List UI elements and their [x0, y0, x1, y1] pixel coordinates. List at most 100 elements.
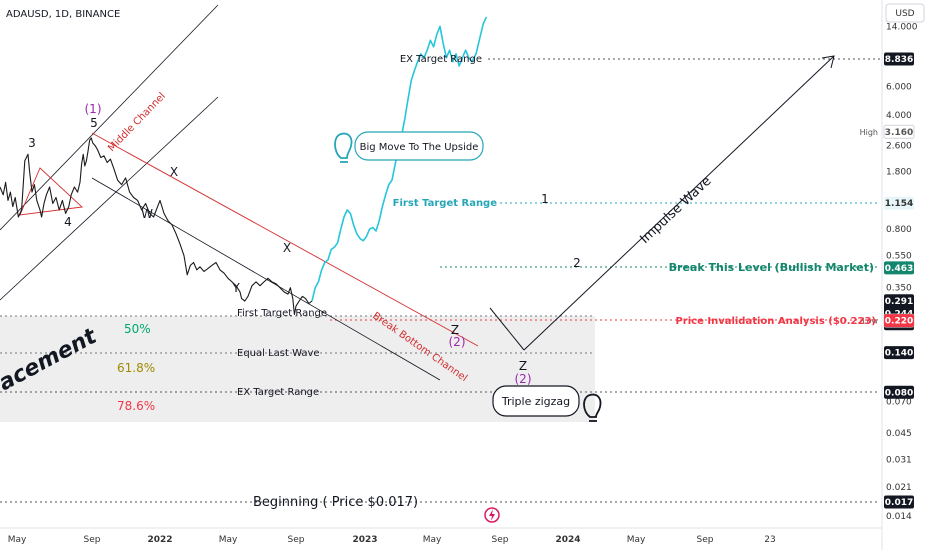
channel-line-middle [91, 132, 479, 347]
price-tag-prefix: High [860, 128, 878, 137]
label-ex-target-top: EX Target Range [400, 54, 482, 65]
x-tick-10: Sep [697, 535, 714, 545]
lightbulb-icon-dark [583, 393, 602, 422]
wave-label-0: 3 [28, 136, 36, 150]
price-axis: USD 14.000 6.000 4.000 2.600 1.800 0.800 0.550… [860, 0, 925, 550]
big-move-label: Big Move To The Upside [360, 142, 479, 153]
time-axis: May Sep 2022 May Sep 2023 May Sep 2024 May Sep 23 [0, 527, 882, 545]
price-tag-label: 8.836 [885, 55, 913, 65]
label-first-target-top: First Target Range [393, 198, 498, 209]
wave-label-11: (2) [515, 372, 532, 386]
x-tick-3: May [219, 535, 238, 545]
label-beginning: Beginning ( Price $0.017) [253, 495, 418, 510]
y-tick-12: 0.021 [886, 483, 912, 493]
price-tag-bg [884, 495, 914, 509]
price-tag-bg [884, 346, 914, 360]
label-ex-target-bottom: EX Target Range [237, 387, 319, 398]
label-invalidation: Price Invalidation Analysis ($0.223) [675, 316, 876, 327]
zigzag-leg [489, 307, 525, 351]
fib-label-618: 61.8% [117, 361, 155, 375]
impulse-arrow [489, 55, 835, 351]
wave-label-1: 4 [64, 215, 72, 229]
price-tag-label: 0.017 [885, 498, 913, 508]
price-tag-label: 0.291 [885, 297, 913, 307]
y-tick-10: 0.045 [886, 429, 912, 439]
x-tick-6: May [423, 535, 442, 545]
x-ticks: May Sep 2022 May Sep 2023 May Sep 2024 May Sep 23 [8, 535, 776, 545]
price-tags: 8.8363.160High1.1540.4630.291-76.33%08:3… [860, 52, 917, 509]
y-tick-2: 4.000 [886, 111, 912, 121]
wave-label-13: 2 [573, 256, 581, 270]
wave-label-4: W [141, 207, 153, 221]
fib-label-50: 50% [124, 322, 151, 336]
y-tick-4: 1.800 [886, 168, 912, 178]
y-tick-1: 6.000 [886, 82, 912, 92]
wave-label-6: Y [231, 281, 240, 295]
y-tick-3: 2.600 [886, 142, 912, 152]
price-tag-label: 0.463 [885, 264, 913, 274]
wave-label-8: Z [451, 323, 459, 337]
middle-channel-label: Middle Channel [106, 91, 168, 154]
x-tick-7: Sep [492, 535, 509, 545]
channel-line-upper [0, 4, 219, 231]
x-tick-8: 2024 [555, 535, 580, 545]
triple-zigzag-label: Triple zigzag [501, 395, 570, 408]
series-line-0 [0, 137, 313, 316]
price-tag-bg [883, 124, 915, 139]
wave-label-2: 5 [90, 116, 98, 130]
y-tick-11: 0.031 [886, 455, 912, 465]
wave-label-10: Z [519, 359, 527, 373]
price-tag-7: 0.220 [884, 314, 914, 328]
price-tag-9: 0.080 [884, 385, 914, 399]
chart-title: ADAUSD, 1D, BINANCE [6, 9, 120, 20]
lightbulb-icon [334, 132, 353, 163]
triple-zigzag-callout: Triple zigzag [492, 385, 602, 422]
price-tag-prefix: Low [862, 317, 878, 326]
x-tick-4: Sep [288, 535, 305, 545]
price-tag-label: 0.140 [885, 349, 913, 359]
x-tick-1: Sep [84, 535, 101, 545]
big-move-box [354, 131, 484, 161]
wave-label-5: X [170, 165, 178, 179]
big-move-callout: Big Move To The Upside [334, 131, 484, 163]
triangle-pattern [19, 167, 84, 216]
price-tag-0: 8.836 [884, 52, 914, 66]
channel-line-lower [0, 96, 219, 301]
x-tick-0: May [8, 535, 27, 545]
y-tick-0: 14.000 [886, 22, 918, 32]
label-equal-last-wave: Equal Last Wave [237, 348, 320, 359]
price-tag-label: 1.154 [885, 199, 913, 209]
y-tick-9: 0.070 [886, 398, 912, 408]
channel-line-bottom [91, 177, 441, 381]
x-tick-9: May [627, 535, 646, 545]
impulse-arrow-head [821, 55, 835, 69]
price-tag-2: 1.154 [884, 196, 914, 210]
triple-zigzag-box [492, 385, 580, 417]
y-tick-6: 0.550 [886, 252, 912, 262]
impulse-wave-label: Impulse Wave [637, 174, 714, 247]
price-tag-label: 3.160 [885, 128, 913, 138]
price-tag-label: 0.220 [885, 317, 913, 327]
price-tag-10: 0.017 [884, 495, 914, 509]
price-tag-bg [884, 314, 914, 328]
label-first-target-bottom: First Target Range [237, 308, 327, 319]
x-tick-11: 23 [764, 535, 775, 545]
y-tick-13: 0.014 [886, 512, 912, 522]
wave-label-12: 1 [541, 192, 549, 206]
price-tag-1: 3.160 High [860, 124, 915, 139]
price-tag-bg [884, 52, 914, 66]
price-tag-8: 0.140 [884, 346, 914, 360]
y-tick-7: 0.350 [886, 284, 912, 294]
wave-label-9: (2) [449, 335, 466, 349]
currency-label: USD [895, 9, 914, 19]
impulse-arrow-line [523, 55, 835, 351]
channels [0, 4, 479, 381]
price-tag-label: 0.080 [885, 388, 913, 398]
price-tag-bg [884, 261, 914, 275]
currency-box [885, 3, 925, 23]
x-tick-5: 2023 [352, 535, 377, 545]
event-icon[interactable] [484, 507, 500, 523]
wave-label-7: X [283, 241, 291, 255]
